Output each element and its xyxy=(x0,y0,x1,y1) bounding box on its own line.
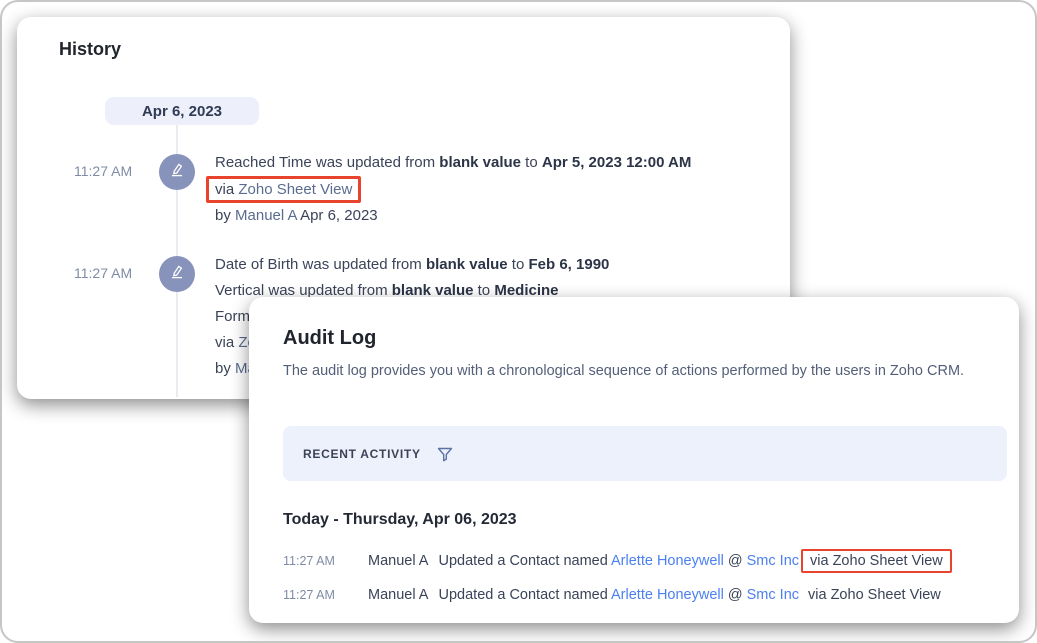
via-zoho-sheet-view-highlight: via Zoho Sheet View xyxy=(801,549,952,573)
company-link[interactable]: Smc Inc xyxy=(746,587,800,603)
audit-rows: 11:27 AM Manuel A Updated a Contact name… xyxy=(283,544,952,612)
history-entry-line: Date of Birth was updated from blank val… xyxy=(215,256,610,273)
pencil-edit-icon xyxy=(168,161,186,184)
timeline-date-pill: Apr 6, 2023 xyxy=(105,97,259,125)
history-entry-line: via Zoho Sheet View xyxy=(206,176,691,203)
edit-event-badge xyxy=(159,154,195,190)
audit-row-text: Manuel A Updated a Contact named Arlette… xyxy=(368,549,952,573)
company-link[interactable]: Smc Inc xyxy=(746,553,800,569)
source-link[interactable]: Zoho Sheet View xyxy=(238,181,353,198)
history-panel-title: History xyxy=(59,39,122,59)
history-entry: Reached Time was updated from blank valu… xyxy=(206,150,692,229)
history-entry-line: Reached Time was updated from blank valu… xyxy=(215,154,692,171)
contact-link[interactable]: Arlette Honeywell xyxy=(611,553,724,569)
history-entry-time: 11:27 AM xyxy=(74,265,133,281)
audit-row-time: 11:27 AM xyxy=(283,554,335,568)
funnel-filter-icon[interactable] xyxy=(435,444,455,464)
audit-log-row: 11:27 AM Manuel A Updated a Contact name… xyxy=(283,544,952,578)
contact-link[interactable]: Arlette Honeywell xyxy=(611,587,724,603)
timeline-date-label: Apr 6, 2023 xyxy=(141,102,223,120)
audit-log-row: 11:27 AM Manuel A Updated a Contact name… xyxy=(283,578,952,612)
user-link[interactable]: Manuel A xyxy=(235,207,297,224)
recent-activity-label: RECENT ACTIVITY xyxy=(303,446,421,461)
history-entry-line: Vertical was updated from blank value to… xyxy=(215,282,559,299)
pencil-edit-icon xyxy=(168,263,186,286)
audit-row-text: Manuel A Updated a Contact named Arlette… xyxy=(368,585,948,605)
history-entry-time: 11:27 AM xyxy=(74,163,133,179)
audit-log-subtitle: The audit log provides you with a chrono… xyxy=(283,363,965,379)
audit-row-time: 11:27 AM xyxy=(283,588,335,602)
actor-name: Manuel A xyxy=(368,587,429,603)
via-zoho-sheet-view-highlight: via Zoho Sheet View xyxy=(206,176,362,203)
history-entry-line: by Manuel A Apr 6, 2023 xyxy=(215,207,378,224)
audit-log-panel: Audit Log The audit log provides you wit… xyxy=(249,297,1019,623)
via-source-text: via Zoho Sheet View xyxy=(808,587,941,603)
actor-name: Manuel A xyxy=(368,553,429,569)
audit-day-heading: Today - Thursday, Apr 06, 2023 xyxy=(283,511,517,528)
history-entry-line: Form xyxy=(215,308,250,325)
recent-activity-bar: RECENT ACTIVITY xyxy=(283,426,1007,481)
edit-event-badge xyxy=(159,256,195,292)
audit-log-title: Audit Log xyxy=(283,327,377,349)
